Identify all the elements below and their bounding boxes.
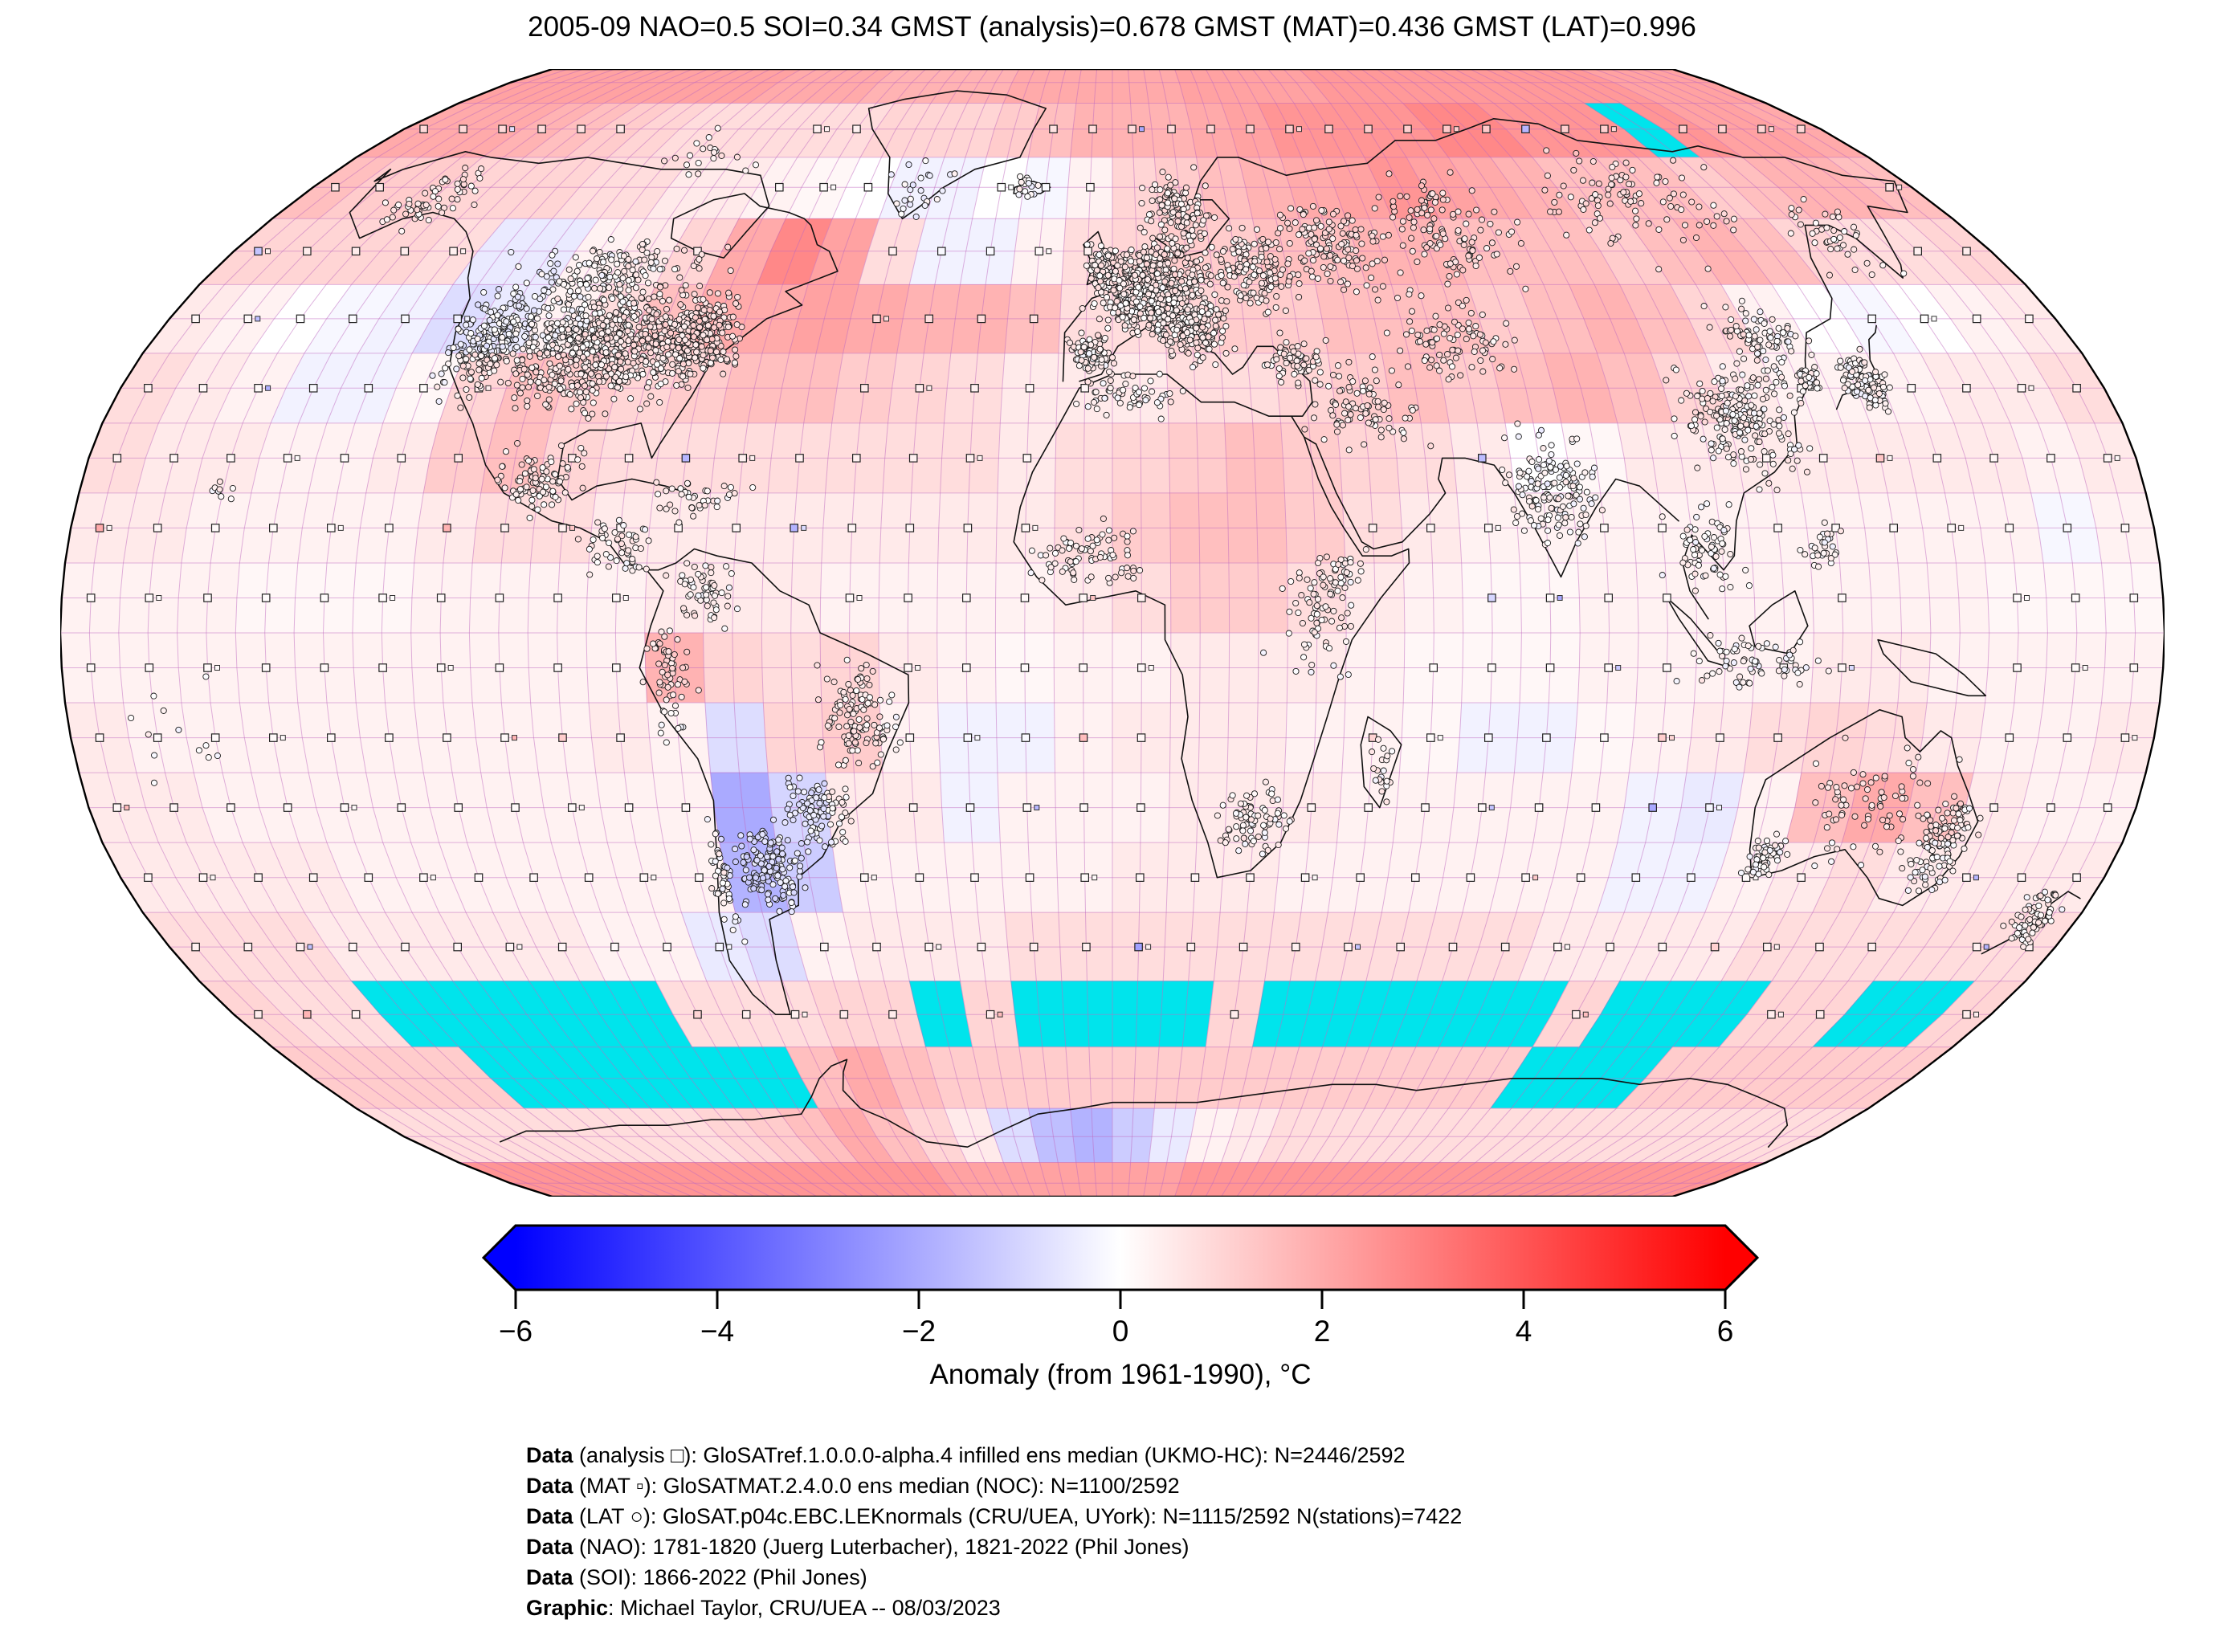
colorbar-ticks: −6 −4 −2 0 2 4 6 — [499, 1290, 1733, 1348]
footnote-lead: Graphic — [526, 1596, 609, 1620]
colorbar-tick-label: −4 — [700, 1315, 734, 1348]
colorbar-gradient-bar — [482, 1224, 1759, 1291]
map-outline — [60, 69, 2165, 1197]
footnote-text: (MAT ▫): GloSATMAT.2.4.0.0 ens median (N… — [573, 1474, 1180, 1498]
footnote-text: (SOI): 1866-2022 (Phil Jones) — [573, 1565, 867, 1589]
colorbar-tick-label: 6 — [1717, 1315, 1734, 1348]
footnote-line: Graphic: Michael Taylor, CRU/UEA -- 08/0… — [526, 1593, 1462, 1623]
world-anomaly-map-svg — [60, 69, 2165, 1197]
colorbar-svg: −6 −4 −2 0 2 4 6 Anomaly (from 1961-1990), °C — [482, 1224, 1759, 1390]
colorbar-tick-label: 4 — [1516, 1315, 1532, 1348]
colorbar-tick-label: 0 — [1112, 1315, 1129, 1348]
footnotes-block: Data (analysis □): GloSATref.1.0.0.0-alp… — [526, 1440, 1462, 1623]
footnote-line: Data (MAT ▫): GloSATMAT.2.4.0.0 ens medi… — [526, 1470, 1462, 1501]
mat-squares — [106, 126, 2138, 1018]
colorbar-tick-label: −2 — [902, 1315, 936, 1348]
colorbar-tick-label: −6 — [499, 1315, 533, 1348]
station-circles — [128, 124, 2066, 950]
footnote-line: Data (LAT ○): GloSAT.p04c.EBC.LEKnormals… — [526, 1501, 1462, 1532]
anomaly-map — [60, 69, 2165, 1197]
footnote-lead: Data — [526, 1565, 573, 1589]
footnote-line: Data (NAO): 1781-1820 (Juerg Luterbacher… — [526, 1532, 1462, 1562]
footnote-lead: Data — [526, 1535, 573, 1559]
footnote-line: Data (SOI): 1866-2022 (Phil Jones) — [526, 1562, 1462, 1593]
footnote-text: (LAT ○): GloSAT.p04c.EBC.LEKnormals (CRU… — [573, 1504, 1463, 1528]
footnote-text: (analysis □): GloSATref.1.0.0.0-alpha.4 … — [573, 1443, 1406, 1467]
footnote-text: (NAO): 1781-1820 (Juerg Luterbacher), 18… — [573, 1535, 1190, 1559]
figure-title: 2005-09 NAO=0.5 SOI=0.34 GMST (analysis)… — [528, 11, 1696, 43]
colorbar-tick-label: 2 — [1314, 1315, 1331, 1348]
colorbar-axis-label: Anomaly (from 1961-1990), °C — [929, 1359, 1311, 1390]
analysis-squares — [86, 124, 2139, 1019]
footnote-lead: Data — [526, 1474, 573, 1498]
footnote-lead: Data — [526, 1443, 573, 1467]
footnote-text: : Michael Taylor, CRU/UEA -- 08/03/2023 — [608, 1596, 1001, 1620]
footnote-lead: Data — [526, 1504, 573, 1528]
colorbar: −6 −4 −2 0 2 4 6 Anomaly (from 1961-1990), °C — [482, 1219, 1759, 1420]
footnote-line: Data (analysis □): GloSATref.1.0.0.0-alp… — [526, 1440, 1462, 1470]
